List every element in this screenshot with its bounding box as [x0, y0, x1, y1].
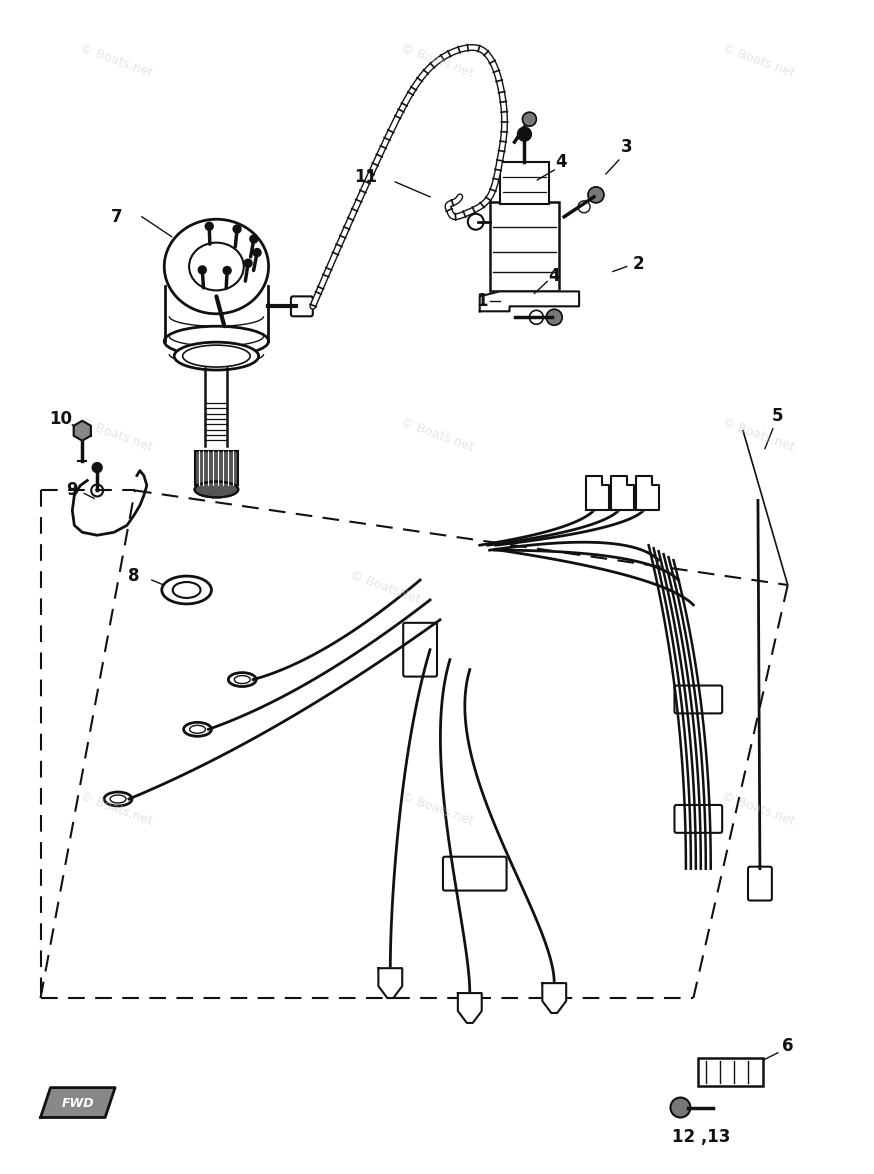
Text: © Boats.net: © Boats.net — [78, 790, 154, 828]
Text: 9: 9 — [66, 481, 78, 499]
Ellipse shape — [228, 673, 256, 687]
Circle shape — [250, 235, 258, 243]
Circle shape — [244, 259, 252, 268]
Text: © Boats.net: © Boats.net — [78, 416, 154, 454]
Text: 4: 4 — [549, 268, 560, 285]
Text: 8: 8 — [128, 567, 140, 585]
Ellipse shape — [104, 792, 132, 807]
FancyBboxPatch shape — [291, 296, 313, 316]
FancyBboxPatch shape — [675, 805, 722, 832]
Ellipse shape — [195, 481, 239, 498]
Text: 4: 4 — [555, 153, 567, 171]
Text: FWD: FWD — [62, 1097, 94, 1111]
Polygon shape — [378, 969, 402, 998]
FancyBboxPatch shape — [500, 162, 549, 204]
Circle shape — [517, 127, 531, 141]
FancyBboxPatch shape — [748, 866, 772, 900]
Circle shape — [205, 222, 213, 230]
Text: 3: 3 — [621, 139, 633, 156]
Polygon shape — [611, 475, 634, 511]
Text: © Boats.net: © Boats.net — [399, 416, 475, 454]
Circle shape — [223, 266, 231, 275]
FancyBboxPatch shape — [698, 1058, 763, 1086]
Polygon shape — [458, 993, 482, 1023]
Text: © Boats.net: © Boats.net — [78, 42, 154, 80]
Text: 7: 7 — [111, 208, 123, 225]
Text: © BoatsNet: © BoatsNet — [348, 568, 422, 606]
Text: © Boats.net: © Boats.net — [399, 790, 475, 828]
Text: © Boats.net: © Boats.net — [720, 416, 796, 454]
Circle shape — [588, 187, 604, 203]
Text: 1: 1 — [476, 292, 488, 310]
FancyBboxPatch shape — [443, 857, 507, 891]
FancyBboxPatch shape — [403, 623, 437, 676]
Circle shape — [468, 214, 483, 230]
Circle shape — [233, 225, 241, 232]
Circle shape — [253, 249, 261, 257]
Circle shape — [198, 266, 206, 274]
Polygon shape — [586, 475, 609, 511]
Text: 2: 2 — [633, 255, 644, 272]
FancyBboxPatch shape — [195, 451, 239, 486]
Circle shape — [670, 1098, 690, 1118]
Circle shape — [523, 113, 537, 126]
Polygon shape — [480, 291, 579, 311]
Circle shape — [546, 309, 562, 325]
Text: 5: 5 — [772, 407, 784, 425]
Circle shape — [92, 463, 102, 473]
Text: © Boats.net: © Boats.net — [720, 42, 796, 80]
Polygon shape — [543, 983, 566, 1013]
Text: 6: 6 — [782, 1037, 794, 1054]
Text: © Boats.net: © Boats.net — [399, 42, 475, 80]
FancyBboxPatch shape — [675, 686, 722, 714]
Text: 11: 11 — [354, 168, 377, 185]
Text: © Boats.net: © Boats.net — [720, 790, 796, 828]
Polygon shape — [635, 475, 659, 511]
FancyBboxPatch shape — [489, 202, 559, 291]
Polygon shape — [73, 420, 91, 440]
Ellipse shape — [184, 722, 212, 736]
Ellipse shape — [174, 342, 259, 370]
Text: 10: 10 — [49, 410, 72, 427]
Polygon shape — [40, 1087, 115, 1118]
Text: 12 ,13: 12 ,13 — [672, 1128, 731, 1146]
